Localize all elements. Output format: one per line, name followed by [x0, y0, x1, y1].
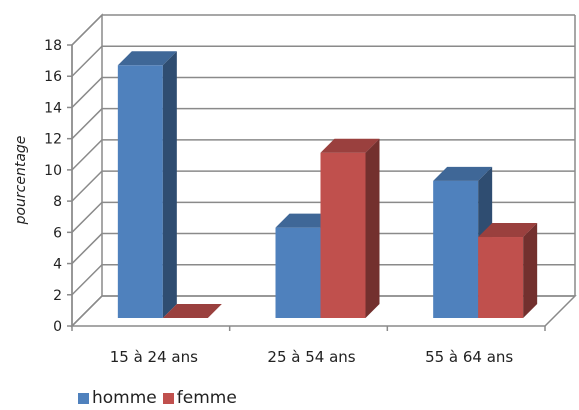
- bar-front: [275, 227, 321, 318]
- x-tick-label: 15 à 24 ans: [110, 348, 198, 366]
- bars: [117, 51, 538, 319]
- bar-top: [478, 223, 538, 238]
- legend-item-homme: homme: [78, 388, 157, 408]
- bar-femme-3: [478, 223, 538, 318]
- legend: homme femme: [78, 388, 243, 408]
- y-tick-label: 2: [53, 288, 62, 304]
- y-tick-label: 8: [53, 194, 62, 210]
- bar-femme-2: [320, 138, 380, 318]
- gridline: [71, 107, 575, 140]
- bar-side: [523, 223, 538, 318]
- bar-front: [478, 237, 524, 318]
- gridline: [71, 139, 575, 171]
- bar-femme-1: [162, 304, 222, 318]
- bar-top: [320, 138, 380, 153]
- legend-label-femme: femme: [176, 388, 237, 408]
- legend-label-homme: homme: [92, 388, 157, 408]
- gridline: [71, 264, 575, 296]
- gridline: [71, 76, 575, 108]
- legend-swatch-femme: [162, 392, 174, 404]
- bar-side: [162, 51, 177, 319]
- bar-homme-1: [117, 51, 177, 319]
- gridline: [71, 170, 575, 202]
- y-tick-label: 18: [44, 38, 62, 54]
- y-tick-label: 16: [44, 69, 62, 85]
- bar-top: [275, 213, 335, 228]
- y-tick-label: 6: [53, 225, 62, 241]
- bar-side: [365, 138, 380, 318]
- gridlines: [71, 14, 575, 327]
- bar-top: [162, 304, 222, 318]
- y-tick-label: 4: [53, 257, 62, 273]
- y-ticks: 0 2 4 6 8 10 12 14 16 18: [44, 38, 73, 335]
- bar-front: [117, 65, 163, 319]
- y-tick-label: 12: [44, 132, 62, 148]
- x-tick-label: 55 à 64 ans: [425, 348, 513, 366]
- y-tick-label: 10: [44, 163, 62, 179]
- gridline: [71, 201, 575, 233]
- gridline: [71, 295, 575, 327]
- gridline: [71, 14, 575, 46]
- bar-front: [433, 180, 479, 318]
- bar-front: [320, 152, 366, 318]
- chart-plot: 0 2 4 6 8 10 12 14 16 18 15 à 24 ans 25 à 54 ans 55…: [13, 13, 577, 366]
- legend-item-femme: femme: [162, 388, 237, 408]
- bar-top: [433, 166, 493, 181]
- gridline: [71, 45, 575, 77]
- bar-top: [117, 51, 177, 66]
- y-tick-label: 14: [44, 100, 62, 116]
- y-axis-title: pourcentage: [13, 136, 29, 226]
- legend-swatch-homme: [78, 392, 89, 404]
- gridline: [71, 232, 575, 265]
- x-labels: 15 à 24 ans 25 à 54 ans 55 à 64 ans: [71, 326, 546, 366]
- y-tick-label: 0: [53, 319, 62, 335]
- x-tick-label: 25 à 54 ans: [267, 348, 355, 366]
